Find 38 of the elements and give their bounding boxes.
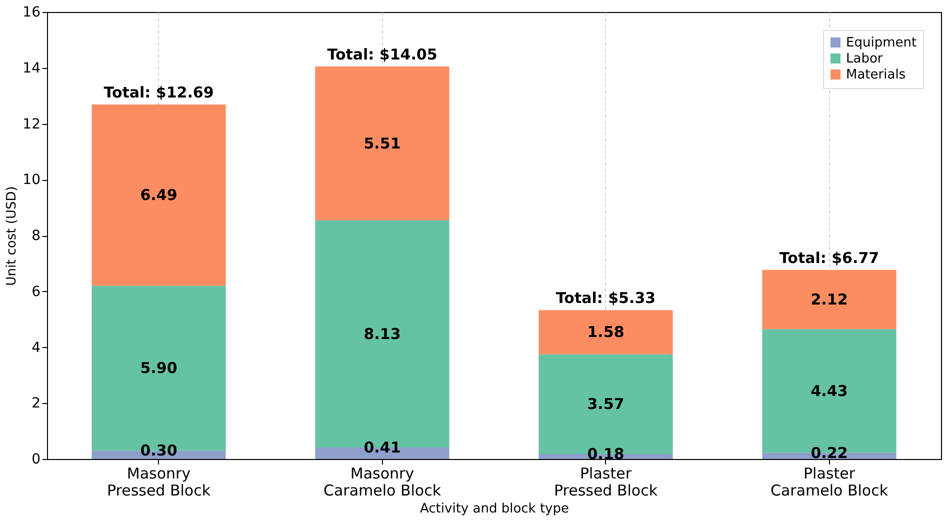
- x-tick-label: Masonry Pressed Block: [106, 464, 211, 500]
- bar: [762, 270, 896, 330]
- data-label: 3.57: [587, 395, 624, 414]
- y-tick-label: 6: [32, 284, 41, 300]
- y-tick-label: 12: [22, 116, 40, 132]
- bar: [92, 104, 226, 286]
- total-label: Total: $12.69: [104, 83, 214, 102]
- data-label: 5.51: [364, 134, 401, 152]
- x-axis-title: Activity and block type: [420, 502, 570, 516]
- data-label: 0.30: [140, 442, 178, 460]
- data-label: 0.41: [364, 438, 401, 457]
- y-tick-label: 8: [32, 228, 40, 244]
- y-tick-label: 10: [22, 172, 40, 188]
- y-tick-label: 0: [32, 452, 40, 468]
- bar: [315, 66, 450, 220]
- total-label: Total: $14.05: [327, 45, 438, 64]
- data-label: 0.18: [587, 444, 624, 463]
- y-tick-label: 16: [22, 4, 41, 20]
- bar: [538, 310, 673, 354]
- data-label: 4.43: [810, 382, 848, 400]
- data-label: 1.58: [587, 323, 624, 342]
- legend-label: Materials: [846, 68, 906, 82]
- x-tick-label: Plaster Pressed Block: [554, 464, 658, 500]
- y-tick-label: 14: [22, 60, 41, 76]
- legend-label: Equipment: [846, 36, 917, 50]
- y-tick-label: 4: [32, 340, 41, 356]
- data-label: 5.90: [140, 359, 178, 378]
- data-label: 6.49: [140, 186, 178, 204]
- total-label: Total: $6.77: [779, 248, 880, 267]
- data-label: 0.22: [810, 444, 848, 462]
- total-label: Total: $5.33: [556, 289, 656, 308]
- x-tick-label: Masonry Caramelo Block: [323, 464, 442, 500]
- data-label: 2.12: [810, 290, 848, 308]
- x-tick-label: Plaster Caramelo Block: [770, 464, 888, 500]
- y-axis-title: Unit cost (USD): [4, 186, 20, 286]
- legend-label: Labor: [846, 52, 884, 66]
- data-label: 8.13: [364, 324, 401, 343]
- y-tick-label: 2: [32, 396, 40, 412]
